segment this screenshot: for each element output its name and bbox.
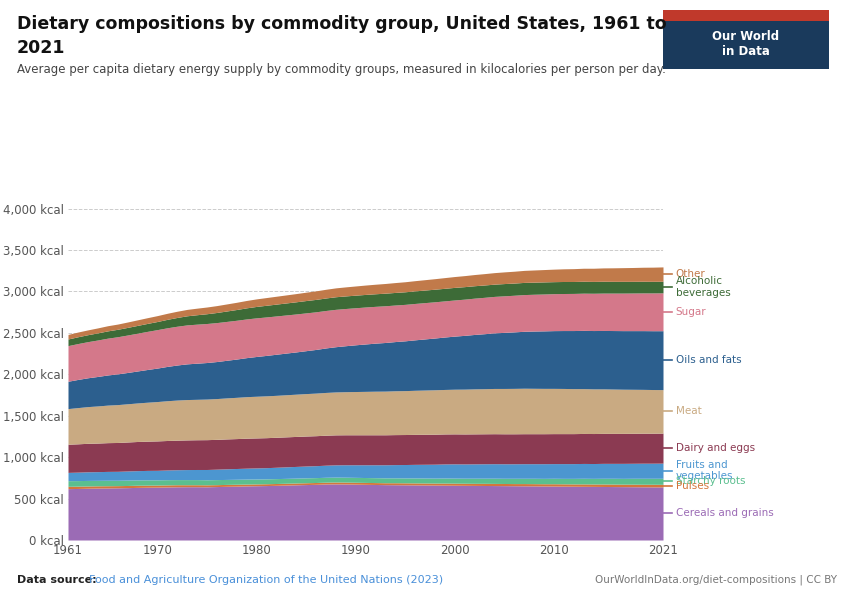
Text: Food and Agriculture Organization of the United Nations (2023): Food and Agriculture Organization of the… [89,575,444,585]
Text: Data source:: Data source: [17,575,97,585]
Text: Average per capita dietary energy supply by commodity groups, measured in kiloca: Average per capita dietary energy supply… [17,63,666,76]
Text: Pulses: Pulses [676,481,709,491]
FancyBboxPatch shape [663,10,829,69]
Text: Meat: Meat [676,406,701,416]
Text: Other: Other [676,269,705,279]
Text: OurWorldInData.org/diet-compositions | CC BY: OurWorldInData.org/diet-compositions | C… [595,575,837,585]
Text: Sugar: Sugar [676,307,706,317]
Text: Alcoholic
beverages: Alcoholic beverages [676,276,730,298]
Text: 2021: 2021 [17,39,65,57]
Text: Fruits and
vegetables: Fruits and vegetables [676,460,734,481]
Text: Our World
in Data: Our World in Data [712,31,779,58]
Text: Dairy and eggs: Dairy and eggs [676,443,755,453]
Text: Starchy roots: Starchy roots [676,476,745,486]
FancyBboxPatch shape [663,10,829,21]
Text: Oils and fats: Oils and fats [676,355,741,365]
Text: Dietary compositions by commodity group, United States, 1961 to: Dietary compositions by commodity group,… [17,15,666,33]
Text: Cereals and grains: Cereals and grains [676,508,774,518]
